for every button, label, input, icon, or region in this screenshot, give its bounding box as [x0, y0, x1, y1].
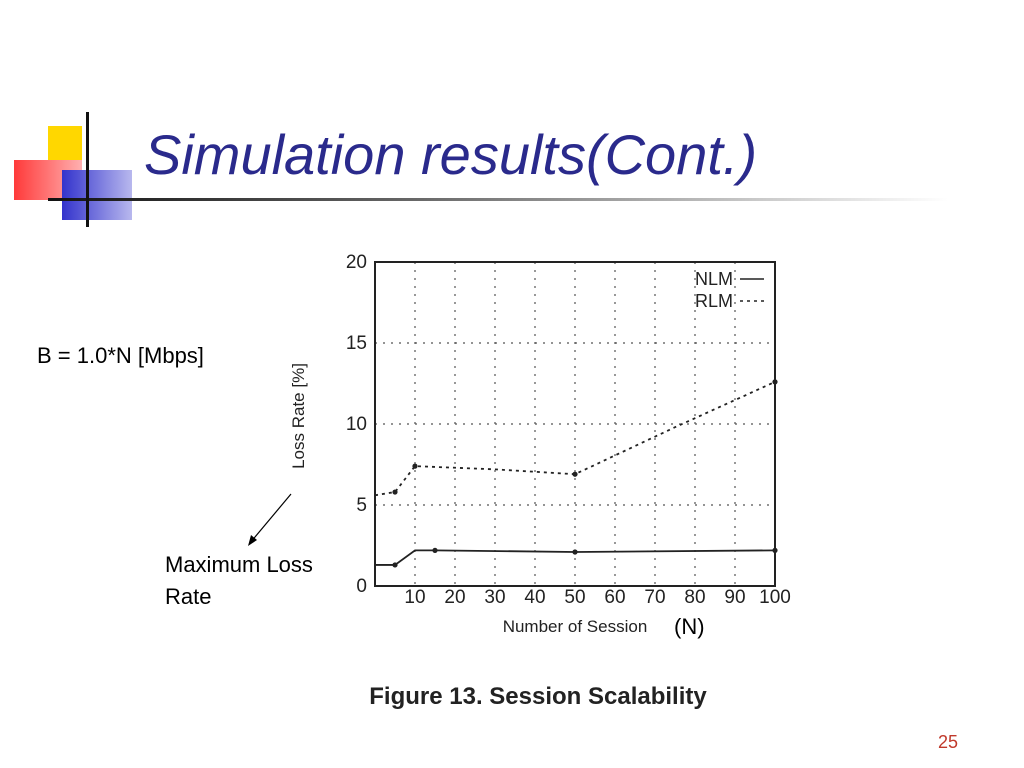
max-loss-annotation-text: Maximum Loss Rate	[165, 552, 313, 609]
x-tick-60: 60	[604, 587, 625, 608]
data-point-nlm-5	[392, 562, 398, 568]
data-point-nlm-100	[772, 547, 778, 553]
max-loss-annotation: Maximum Loss Rate	[165, 549, 355, 613]
decor-blue-square	[62, 170, 132, 220]
x-tick-40: 40	[524, 587, 545, 608]
legend-label-rlm: RLM	[695, 291, 733, 311]
x-tick-70: 70	[644, 587, 665, 608]
y-tick-15: 15	[346, 333, 367, 354]
legend-label-nlm: NLM	[695, 269, 733, 289]
data-point-rlm-5	[392, 489, 398, 495]
x-tick-30: 30	[484, 587, 505, 608]
data-point-rlm-10	[412, 463, 418, 469]
data-point-rlm-100	[772, 379, 778, 385]
x-tick-100: 100	[759, 587, 791, 608]
y-tick-0: 0	[356, 576, 367, 597]
x-axis-label: Number of Session	[503, 617, 648, 636]
y-tick-labels: 0 5 10 15 20	[346, 252, 367, 597]
chart-series	[374, 379, 778, 568]
annotation-arrow	[249, 493, 292, 544]
data-point-rlm-50	[572, 471, 578, 477]
series-line-nlm	[375, 549, 776, 566]
data-point-nlm-15	[432, 547, 438, 553]
figure-caption: Figure 13. Session Scalability	[369, 683, 707, 710]
y-tick-10: 10	[346, 414, 367, 435]
y-axis-label: Loss Rate [%]	[289, 363, 308, 469]
x-tick-80: 80	[684, 587, 705, 608]
decor-vertical-line	[86, 112, 89, 227]
slide-title: Simulation results(Cont.)	[144, 123, 758, 186]
series-line-rlm	[374, 381, 776, 497]
title-underline	[48, 198, 948, 201]
page-number: 25	[938, 732, 959, 752]
plot-frame	[374, 261, 776, 587]
x-tick-90: 90	[724, 587, 745, 608]
y-tick-5: 5	[356, 495, 367, 516]
x-tick-20: 20	[444, 587, 465, 608]
x-tick-50: 50	[564, 587, 585, 608]
x-tick-labels: 10 20 30 40 50 60 70 80 90 100	[404, 587, 790, 608]
y-tick-20: 20	[346, 252, 367, 273]
data-point-nlm-50	[572, 549, 578, 555]
n-label: (N)	[674, 614, 705, 639]
x-tick-10: 10	[404, 587, 425, 608]
annotation-arrowhead	[248, 535, 257, 546]
bandwidth-note: B = 1.0*N [Mbps]	[37, 343, 204, 368]
chart-grid	[375, 262, 775, 586]
